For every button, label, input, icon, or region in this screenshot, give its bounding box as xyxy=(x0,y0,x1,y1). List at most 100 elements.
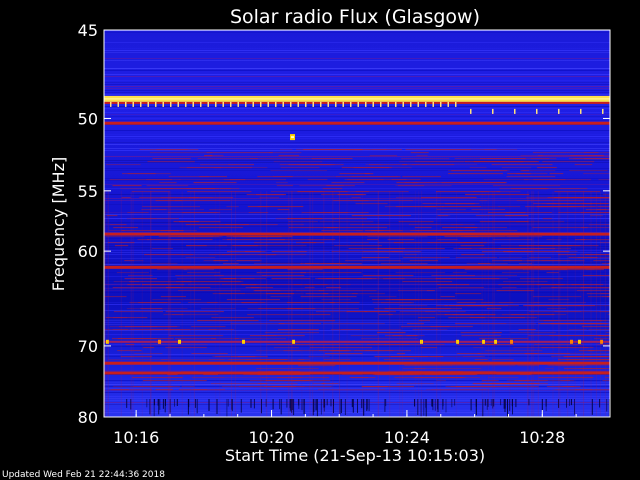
noise-streak xyxy=(106,164,141,166)
noise-streak xyxy=(374,374,421,376)
periodic-spike xyxy=(170,101,172,107)
noise-row xyxy=(104,386,610,387)
dropout-streak xyxy=(423,399,425,416)
noise-streak xyxy=(539,206,596,208)
interference-dot xyxy=(292,339,295,344)
noise-streak xyxy=(133,386,180,388)
noise-streak xyxy=(482,383,540,385)
noise-streak xyxy=(104,329,129,331)
vertical-streak xyxy=(509,190,511,417)
noise-streak xyxy=(510,332,557,334)
periodic-spike xyxy=(470,108,472,114)
dropout-streak xyxy=(599,399,601,408)
noise-streak xyxy=(457,353,481,355)
noise-row xyxy=(104,290,610,291)
noise-streak xyxy=(208,359,252,361)
noise-streak xyxy=(322,293,358,295)
periodic-spike xyxy=(357,101,359,107)
noise-streak xyxy=(533,344,583,346)
noise-streak xyxy=(448,170,499,172)
noise-streak xyxy=(270,191,323,193)
noise-streak xyxy=(542,218,552,220)
noise-streak xyxy=(500,245,540,247)
noise-streak xyxy=(511,188,547,190)
noise-streak xyxy=(323,359,351,361)
noise-streak xyxy=(300,296,357,298)
periodic-spike xyxy=(432,101,434,107)
periodic-spike xyxy=(440,101,442,107)
noise-streak xyxy=(513,347,548,349)
noise-streak xyxy=(602,194,610,196)
noise-streak xyxy=(507,173,531,175)
noise-streak xyxy=(471,209,505,211)
noise-row xyxy=(104,380,610,381)
x-axis: 10:16 10:20 10:24 10:28 xyxy=(113,410,577,447)
vertical-streak xyxy=(309,190,311,417)
noise-row xyxy=(104,280,610,281)
noise-streak xyxy=(485,350,543,352)
noise-streak xyxy=(179,167,221,169)
noise-streak xyxy=(395,272,445,274)
noise-streak xyxy=(303,149,363,151)
noise-streak xyxy=(506,380,575,382)
noise-row xyxy=(104,150,610,151)
dropout-streak xyxy=(146,399,148,408)
dropout-streak xyxy=(434,399,436,411)
noise-streak xyxy=(259,389,276,391)
noise-row xyxy=(104,88,610,89)
noise-streak xyxy=(123,260,144,262)
noise-streak xyxy=(367,239,379,241)
noise-streak xyxy=(139,197,199,199)
noise-streak xyxy=(441,206,481,208)
noise-streak xyxy=(559,188,580,190)
noise-streak xyxy=(503,251,570,253)
noise-streak xyxy=(394,377,463,379)
noise-streak xyxy=(607,314,610,316)
noise-row xyxy=(104,286,610,287)
noise-streak xyxy=(558,254,577,256)
noise-streak xyxy=(265,380,310,382)
noise-streak xyxy=(547,365,587,367)
dropout-streak xyxy=(500,399,502,406)
noise-streak xyxy=(546,203,593,205)
noise-row xyxy=(104,392,610,393)
noise-streak xyxy=(351,215,411,217)
periodic-spike xyxy=(536,108,538,114)
noise-row xyxy=(104,262,610,263)
noise-streak xyxy=(533,302,587,304)
vertical-streak xyxy=(266,190,268,417)
noise-streak xyxy=(409,260,439,262)
noise-streak xyxy=(370,230,391,232)
dropout-streak xyxy=(265,399,267,407)
noise-streak xyxy=(519,374,531,376)
noise-streak xyxy=(523,305,581,307)
noise-streak xyxy=(155,389,173,391)
dropout-streak xyxy=(566,399,567,408)
noise-streak xyxy=(385,299,419,301)
noise-streak xyxy=(141,209,167,211)
periodic-spike xyxy=(342,101,344,107)
noise-streak xyxy=(250,287,273,289)
noise-streak xyxy=(354,200,413,202)
vertical-streak xyxy=(599,190,601,417)
noise-streak xyxy=(546,272,559,274)
noise-streak xyxy=(223,263,239,265)
noise-row xyxy=(104,222,610,223)
noise-streak xyxy=(134,353,163,355)
noise-streak xyxy=(113,386,173,388)
noise-streak xyxy=(454,158,486,160)
noise-streak xyxy=(194,182,237,184)
noise-streak xyxy=(109,224,127,226)
noise-streak xyxy=(391,167,412,169)
noise-streak xyxy=(474,386,539,388)
noise-streak xyxy=(199,176,227,178)
noise-streak xyxy=(560,353,610,355)
y-axis-label: Frequency [MHz] xyxy=(49,157,68,291)
noise-streak xyxy=(502,287,517,289)
noise-streak xyxy=(395,206,444,208)
noise-streak xyxy=(174,200,231,202)
noise-streak xyxy=(329,302,360,304)
noise-streak xyxy=(277,329,319,331)
noise-streak xyxy=(517,365,539,367)
noise-streak xyxy=(269,239,336,241)
